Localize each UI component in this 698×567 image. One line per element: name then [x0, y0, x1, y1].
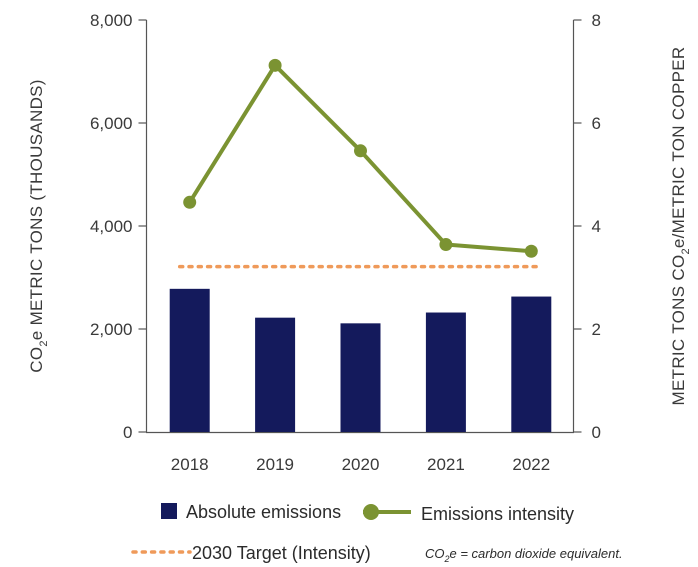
intensity-point-2019: [268, 58, 282, 72]
right-tick-label: 6: [592, 114, 601, 133]
left-tick-label: 0: [123, 423, 132, 442]
right-axis-title: METRIC TONS CO2e/METRIC TON COPPER: [669, 47, 692, 406]
bar-2018: [169, 288, 210, 432]
intensity-point-2018: [183, 195, 197, 209]
legend-target-label: 2030 Target (Intensity): [192, 543, 371, 563]
legend-line-marker: [363, 504, 379, 520]
bar-2022: [511, 296, 552, 432]
left-tick-label: 4,000: [90, 217, 133, 236]
intensity-point-2022: [524, 244, 538, 258]
right-tick-label: 2: [592, 320, 601, 339]
right-tick-label: 8: [592, 11, 601, 30]
right-tick-label: 0: [592, 423, 601, 442]
intensity-line: [188, 63, 532, 254]
left-tick-label: 8,000: [90, 11, 133, 30]
legend-bar-swatch: [161, 503, 177, 519]
right-tick-label: 4: [592, 217, 601, 236]
intensity-line-group: [183, 58, 538, 258]
left-axis-ticks: 0 2,000 4,000 6,000 8,000: [90, 11, 147, 442]
legend: Absolute emissions Emissions intensity 2…: [131, 502, 574, 563]
x-axis-labels: 2018 2019 2020 2021 2022: [171, 455, 550, 474]
left-tick-label: 6,000: [90, 114, 133, 133]
legend-bar-label: Absolute emissions: [186, 502, 341, 522]
left-tick-label: 2,000: [90, 320, 133, 339]
left-axis-title: CO2e METRIC TONS (THOUSANDS): [27, 79, 50, 372]
legend-line-label: Emissions intensity: [421, 504, 574, 524]
x-tick-label: 2021: [427, 455, 465, 474]
x-tick-label: 2019: [256, 455, 294, 474]
bars-group: [169, 288, 552, 432]
intensity-point-2020: [354, 144, 367, 158]
right-axis-ticks: 0 2 4 6 8: [573, 11, 601, 442]
x-tick-label: 2022: [512, 455, 550, 474]
x-tick-label: 2020: [342, 455, 380, 474]
bar-2020: [340, 323, 381, 432]
footnote: CO2e = carbon dioxide equivalent.: [425, 546, 623, 564]
bar-2021: [425, 312, 466, 432]
x-tick-label: 2018: [171, 455, 209, 474]
bar-2019: [255, 317, 296, 432]
intensity-point-2021: [439, 238, 453, 252]
